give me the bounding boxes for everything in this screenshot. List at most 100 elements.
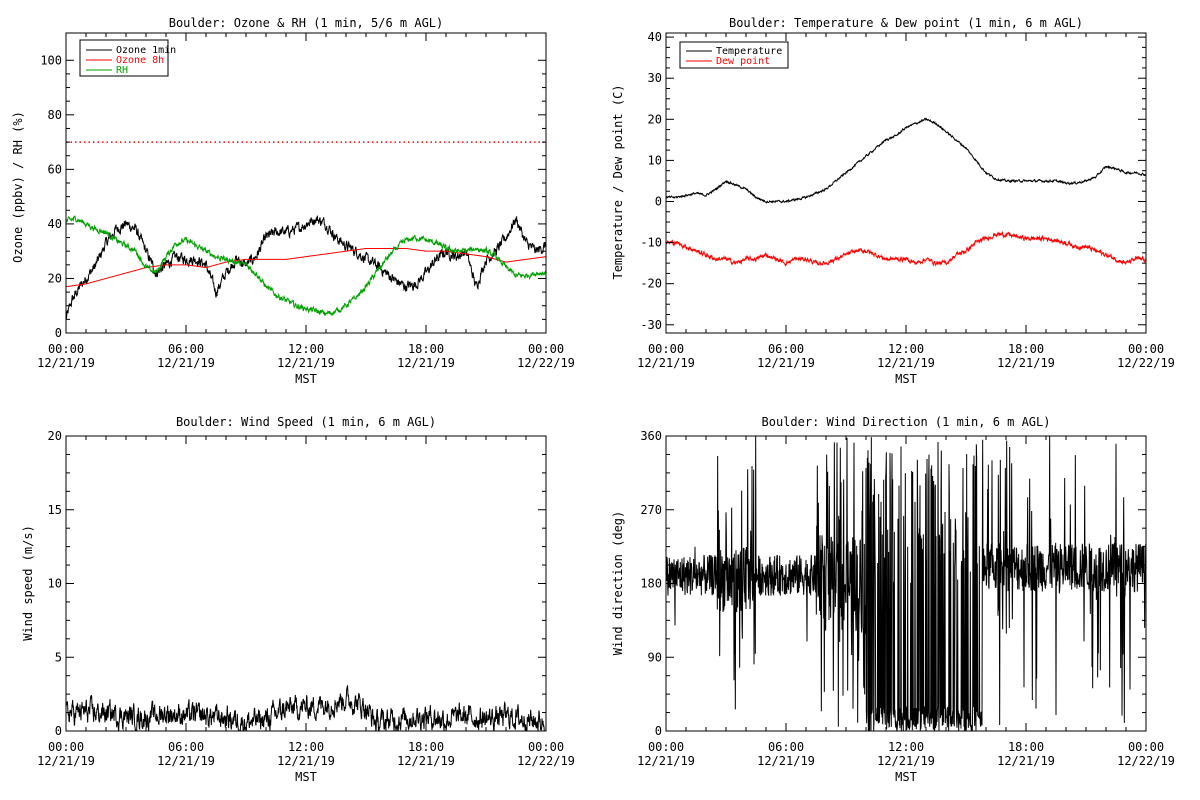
windspeed-plot-frame <box>65 435 547 732</box>
windspeed-series-wind-speed <box>66 684 546 731</box>
ozone-x-axis-label: MST <box>295 372 317 386</box>
y-tick-label: -10 <box>640 236 662 250</box>
x-tick-time-label: 06:00 <box>168 342 204 356</box>
y-tick-label: 180 <box>640 577 662 591</box>
x-tick-time-label: 00:00 <box>528 342 564 356</box>
y-tick-label: 100 <box>40 53 62 67</box>
ozone-chart-title: Boulder: Ozone & RH (1 min, 5/6 m AGL) <box>169 16 444 30</box>
y-tick-label: 40 <box>48 217 62 231</box>
wind-direction-chart-title: Boulder: Wind Direction (1 min, 6 m AGL) <box>762 415 1051 429</box>
y-tick-label: 20 <box>48 271 62 285</box>
legend-label-dew-point: Dew point <box>716 56 770 67</box>
x-tick-date-label: 12/21/19 <box>397 754 455 768</box>
x-tick-time-label: 12:00 <box>288 342 324 356</box>
y-tick-label: 0 <box>55 326 62 340</box>
y-tick-label: 0 <box>655 724 662 738</box>
x-tick-date-label: 12/22/19 <box>517 356 575 370</box>
legend-label-rh: RH <box>116 65 128 76</box>
x-tick-date-label: 12/21/19 <box>877 356 935 370</box>
y-tick-label: 30 <box>648 71 662 85</box>
x-tick-time-label: 00:00 <box>528 740 564 754</box>
x-tick-date-label: 12/21/19 <box>37 754 95 768</box>
x-tick-date-label: 12/21/19 <box>37 356 95 370</box>
y-tick-label: 0 <box>655 194 662 208</box>
y-tick-label: 360 <box>640 429 662 443</box>
y-tick-label: 0 <box>55 724 62 738</box>
y-tick-label: 20 <box>648 112 662 126</box>
y-tick-label: 40 <box>648 30 662 44</box>
temperature-x-axis-label: MST <box>895 372 917 386</box>
temperature-legend-box <box>679 41 789 69</box>
x-tick-time-label: 18:00 <box>1008 740 1044 754</box>
y-tick-label: 90 <box>648 650 662 664</box>
x-tick-time-label: 18:00 <box>1008 342 1044 356</box>
x-tick-time-label: 00:00 <box>1128 342 1164 356</box>
wind-speed-chart-title: Boulder: Wind Speed (1 min, 6 m AGL) <box>176 415 436 429</box>
winddir-x-axis-label: MST <box>895 770 917 784</box>
x-tick-date-label: 12/21/19 <box>997 356 1055 370</box>
x-tick-time-label: 00:00 <box>48 342 84 356</box>
x-tick-time-label: 00:00 <box>48 740 84 754</box>
y-tick-label: 10 <box>648 153 662 167</box>
x-tick-time-label: 06:00 <box>768 342 804 356</box>
x-tick-time-label: 06:00 <box>168 740 204 754</box>
wind-speed-y-axis-label: Wind speed (m/s) <box>21 525 35 641</box>
x-tick-time-label: 12:00 <box>888 740 924 754</box>
ozone-legend: Ozone 1min Ozone 8h RH <box>79 39 176 77</box>
ozone-rh-panel: Boulder: Ozone & RH (1 min, 5/6 m AGL) O… <box>11 16 575 386</box>
x-tick-date-label: 12/21/19 <box>157 356 215 370</box>
temperature-series-temperature <box>666 117 1146 204</box>
legend-label-ozone-1min: Ozone 1min <box>116 45 176 56</box>
y-tick-label: 80 <box>48 108 62 122</box>
y-tick-label: 15 <box>48 503 62 517</box>
x-tick-date-label: 12/21/19 <box>637 754 695 768</box>
x-tick-date-label: 12/21/19 <box>757 356 815 370</box>
ozone-series-ozone-1min <box>66 215 546 320</box>
temperature-legend: Temperature Dew point <box>679 41 789 69</box>
y-tick-label: 5 <box>55 650 62 664</box>
temperature-y-axis-label: Temperature / Dew point (C) <box>611 84 625 279</box>
x-tick-date-label: 12/22/19 <box>517 754 575 768</box>
x-tick-date-label: 12/22/19 <box>1117 754 1175 768</box>
x-tick-time-label: 00:00 <box>648 740 684 754</box>
x-tick-date-label: 12/21/19 <box>877 754 935 768</box>
x-tick-time-label: 12:00 <box>888 342 924 356</box>
x-tick-time-label: 00:00 <box>648 342 684 356</box>
x-tick-date-label: 12/22/19 <box>1117 356 1175 370</box>
legend-label-ozone-8h: Ozone 8h <box>116 55 164 66</box>
windspeed-x-axis-label: MST <box>295 770 317 784</box>
windspeed-plot-area <box>66 684 546 731</box>
x-tick-date-label: 12/21/19 <box>637 356 695 370</box>
ozone-y-axis-label: Ozone (ppbv) / RH (%) <box>11 111 25 263</box>
y-tick-label: 10 <box>48 577 62 591</box>
x-tick-date-label: 12/21/19 <box>997 754 1055 768</box>
temperature-chart-title: Boulder: Temperature & Dew point (1 min,… <box>729 16 1083 30</box>
x-tick-date-label: 12/21/19 <box>397 356 455 370</box>
y-tick-label: 60 <box>48 162 62 176</box>
temperature-dewpoint-panel: Boulder: Temperature & Dew point (1 min,… <box>611 16 1175 386</box>
y-tick-label: 20 <box>48 429 62 443</box>
wind-direction-y-axis-label: Wind direction (deg) <box>611 511 625 656</box>
y-tick-label: -20 <box>640 277 662 291</box>
ozone-plot-area <box>66 141 546 320</box>
y-tick-label: -30 <box>640 318 662 332</box>
temperature-plot-area <box>666 117 1146 267</box>
temperature-series-dew-point <box>666 230 1146 267</box>
x-tick-time-label: 18:00 <box>408 740 444 754</box>
x-tick-date-label: 12/21/19 <box>277 356 335 370</box>
x-tick-time-label: 06:00 <box>768 740 804 754</box>
x-tick-time-label: 12:00 <box>288 740 324 754</box>
winddir-series-wind-direction <box>666 436 1146 731</box>
wind-speed-panel: Boulder: Wind Speed (1 min, 6 m AGL) Win… <box>21 415 575 784</box>
ozone-series-rh <box>66 215 546 317</box>
x-tick-time-label: 00:00 <box>1128 740 1164 754</box>
winddir-plot-area <box>666 436 1146 731</box>
x-tick-date-label: 12/21/19 <box>157 754 215 768</box>
x-tick-date-label: 12/21/19 <box>757 754 815 768</box>
x-tick-date-label: 12/21/19 <box>277 754 335 768</box>
wind-direction-panel: Boulder: Wind Direction (1 min, 6 m AGL)… <box>611 415 1175 784</box>
legend-label-temperature: Temperature <box>716 46 782 57</box>
ozone-plot-frame <box>65 32 547 334</box>
x-tick-time-label: 18:00 <box>408 342 444 356</box>
